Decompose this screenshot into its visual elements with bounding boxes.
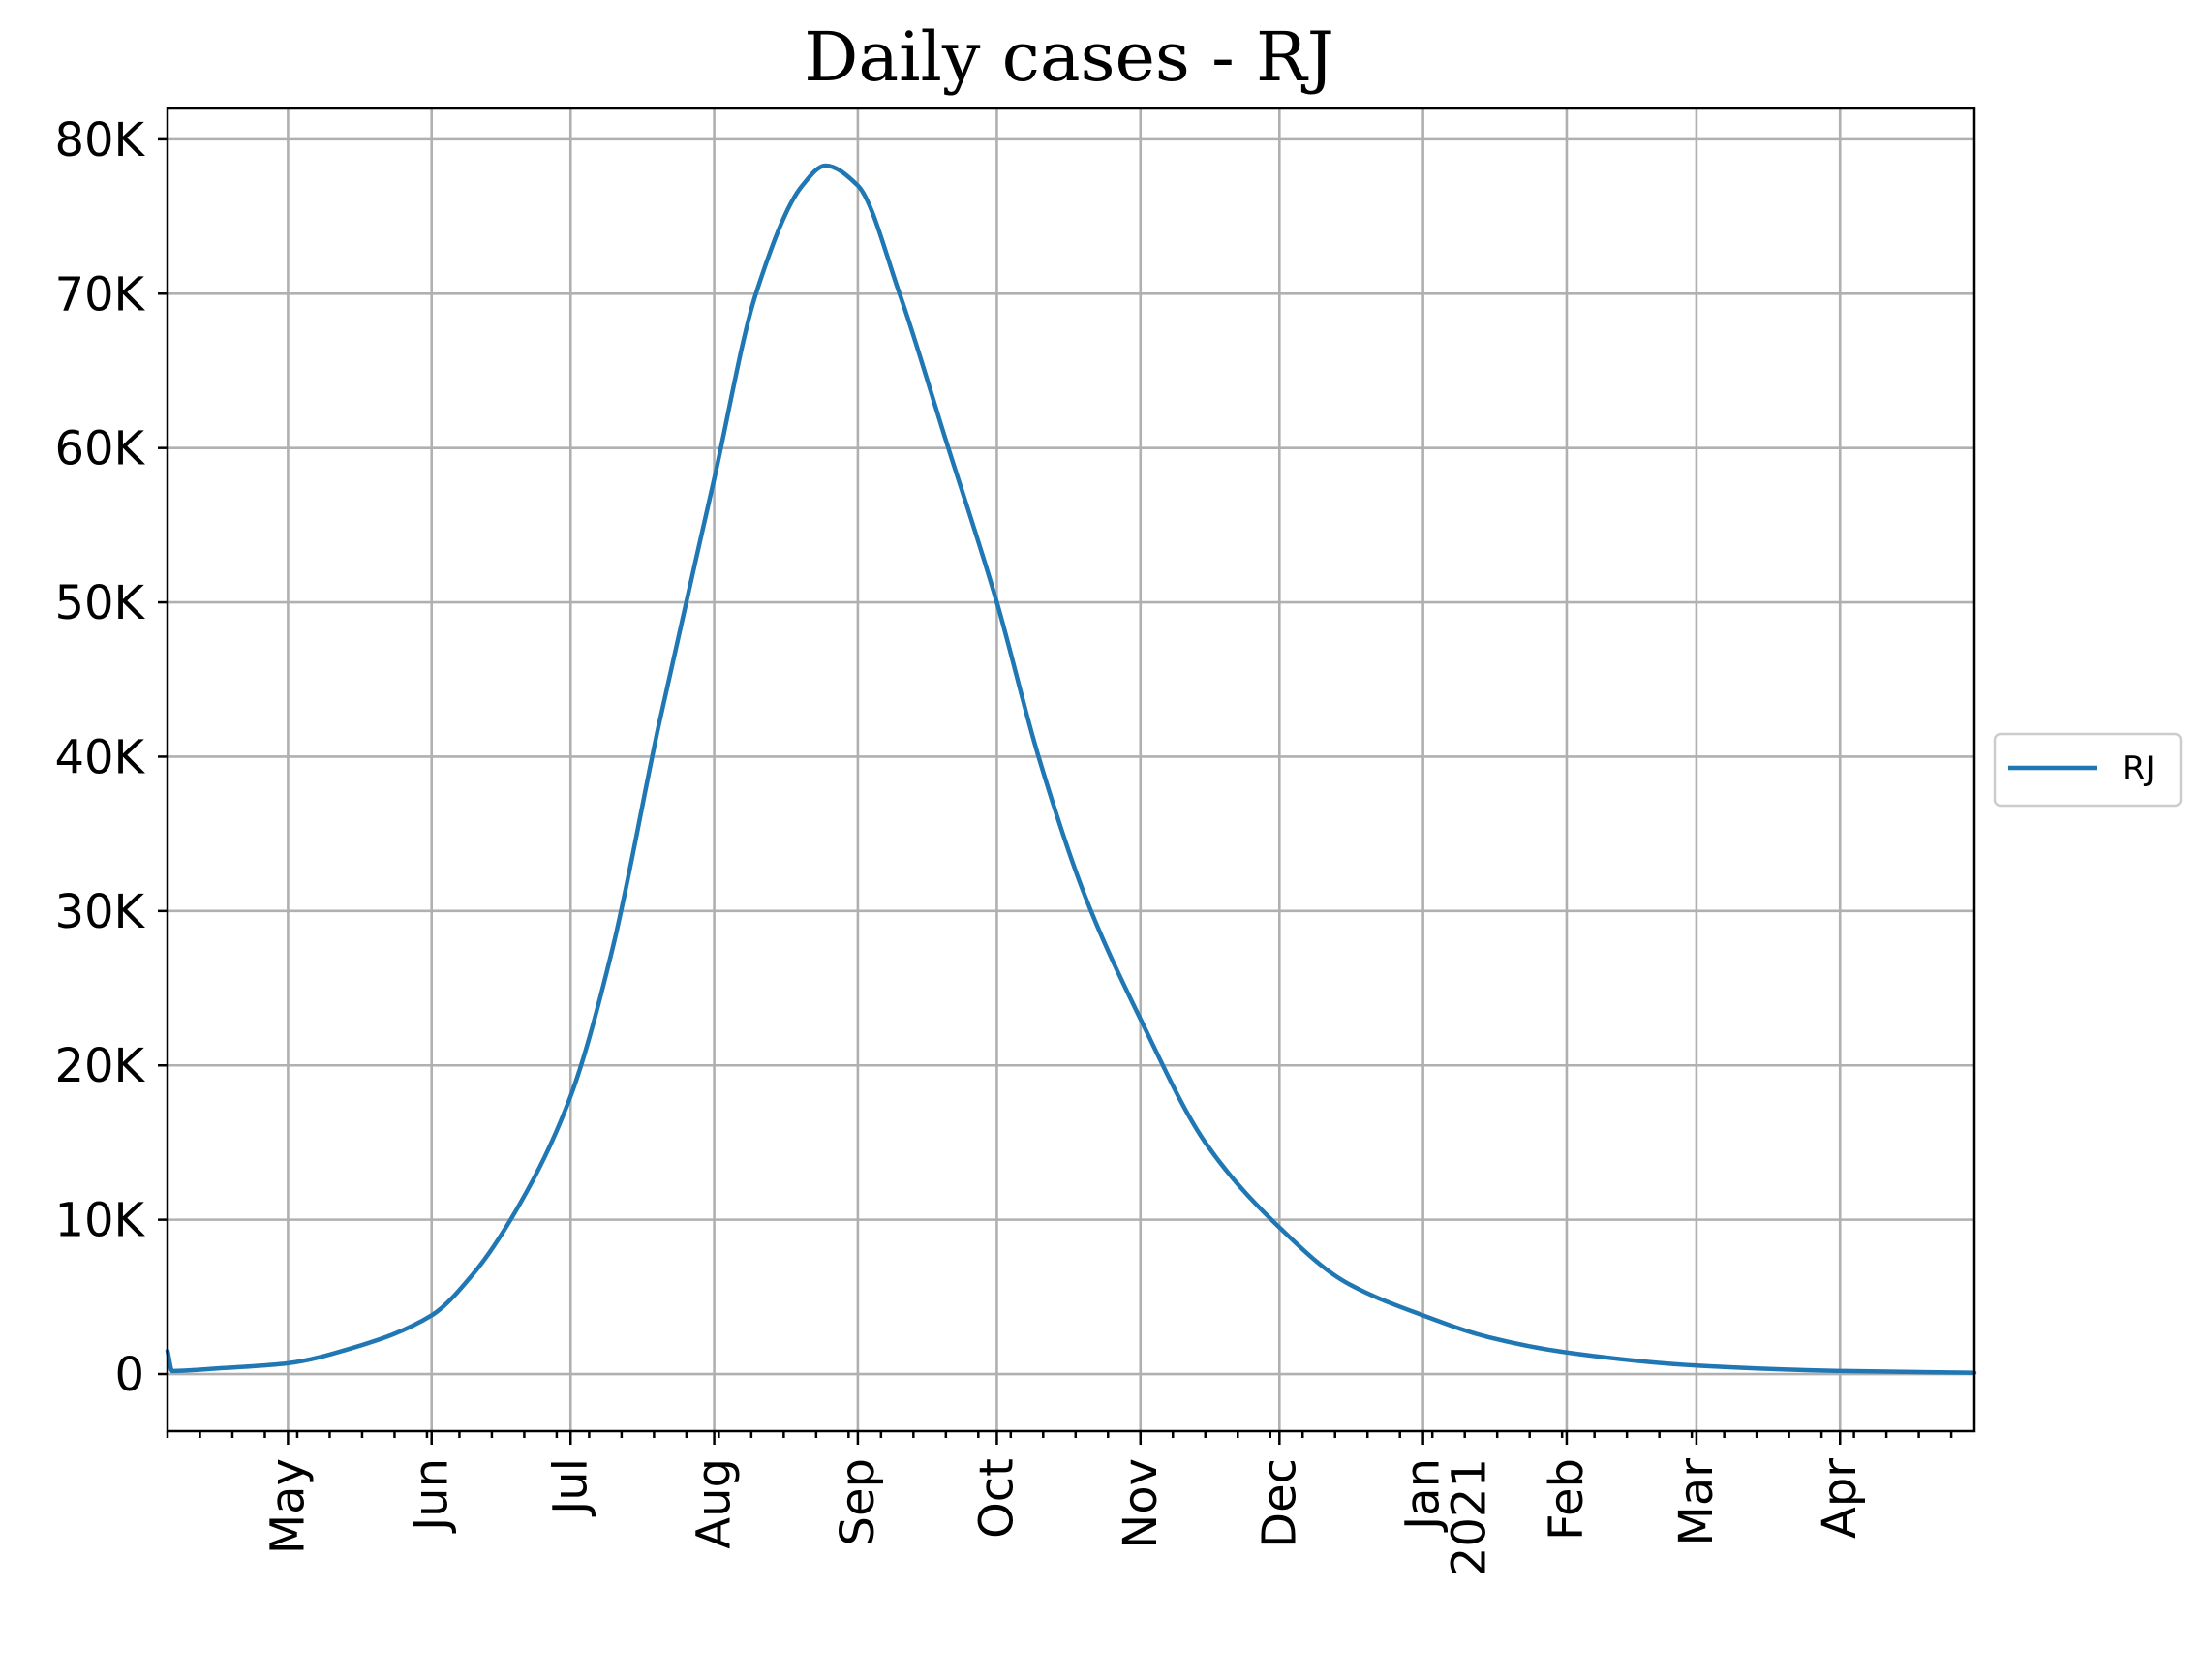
grid-lines [168,108,1974,1431]
y-tick-label: 70K [54,267,145,321]
x-axis: May Jun Jul Aug Sep Oct Nov Dec Jan2021 Feb Mar Apr [166,1431,1953,1576]
y-tick-label: 40K [54,730,145,784]
x-tick-label: Nov [1114,1458,1168,1549]
x-tick-label-line: Mar [1669,1458,1724,1546]
legend: RJ [1993,732,2183,808]
chart-title: Daily cases - RJ [804,17,1334,97]
x-tick-label: Feb [1540,1458,1594,1541]
x-tick-label: Jan2021 [1396,1458,1497,1576]
x-tick-label-line: Jul [543,1458,597,1517]
y-axis: 0 10K 20K 30K 40K 50K 60K 70K 80K [54,113,168,1402]
series-layer [165,163,1977,1375]
x-tick-label: Mar [1669,1458,1724,1546]
x-tick-label-line: Jun [405,1458,459,1534]
x-tick-label-line: Feb [1540,1458,1594,1541]
x-tick-label-line: Aug [688,1458,742,1549]
x-tick-label: Apr [1813,1458,1867,1539]
y-tick-label: 10K [54,1194,145,1248]
x-tick-label-line: Jan [1396,1458,1451,1533]
series-line-rj [165,163,1977,1375]
y-tick-label: 20K [54,1039,145,1093]
y-tick-label: 60K [54,422,145,476]
y-tick-label: 50K [54,576,145,630]
y-tick-label: 80K [54,113,145,168]
x-tick-label: May [260,1458,315,1554]
x-tick-label-line: Nov [1114,1458,1168,1549]
x-tick-label-line: Apr [1813,1458,1867,1539]
x-tick-label: Oct [969,1458,1024,1539]
x-tick-label: Aug [688,1458,742,1549]
y-tick-label: 30K [54,885,145,939]
x-tick-label-line: Dec [1252,1458,1306,1548]
legend-label-rj: RJ [2123,749,2155,788]
y-tick-label: 0 [114,1348,144,1402]
x-tick-label: Jun [405,1458,459,1534]
x-tick-label-line: Sep [831,1458,885,1545]
x-tick-label-line: Oct [969,1458,1024,1539]
x-tick-label: Jul [543,1458,597,1517]
plot-frame [166,107,1976,1433]
x-tick-label: Sep [831,1458,885,1545]
x-tick-label-line: 2021 [1443,1458,1497,1576]
x-tick-label: Dec [1252,1458,1306,1548]
x-tick-label-line: May [260,1458,315,1554]
